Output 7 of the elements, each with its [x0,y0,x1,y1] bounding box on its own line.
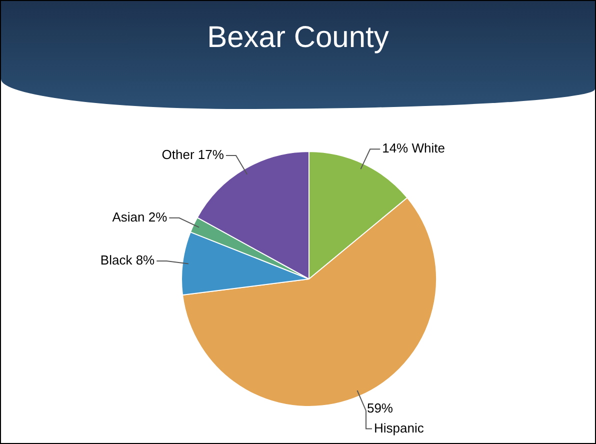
slice-label: Black 8% [100,252,156,268]
chart-title: Bexar County [206,21,390,55]
slice-label: 14% White [382,140,445,156]
slice-label: Hispanic [374,420,424,436]
slice-label: Asian 2% [112,209,168,224]
data-label: 59% [366,400,394,416]
slice-label: Other 17% [162,147,224,162]
